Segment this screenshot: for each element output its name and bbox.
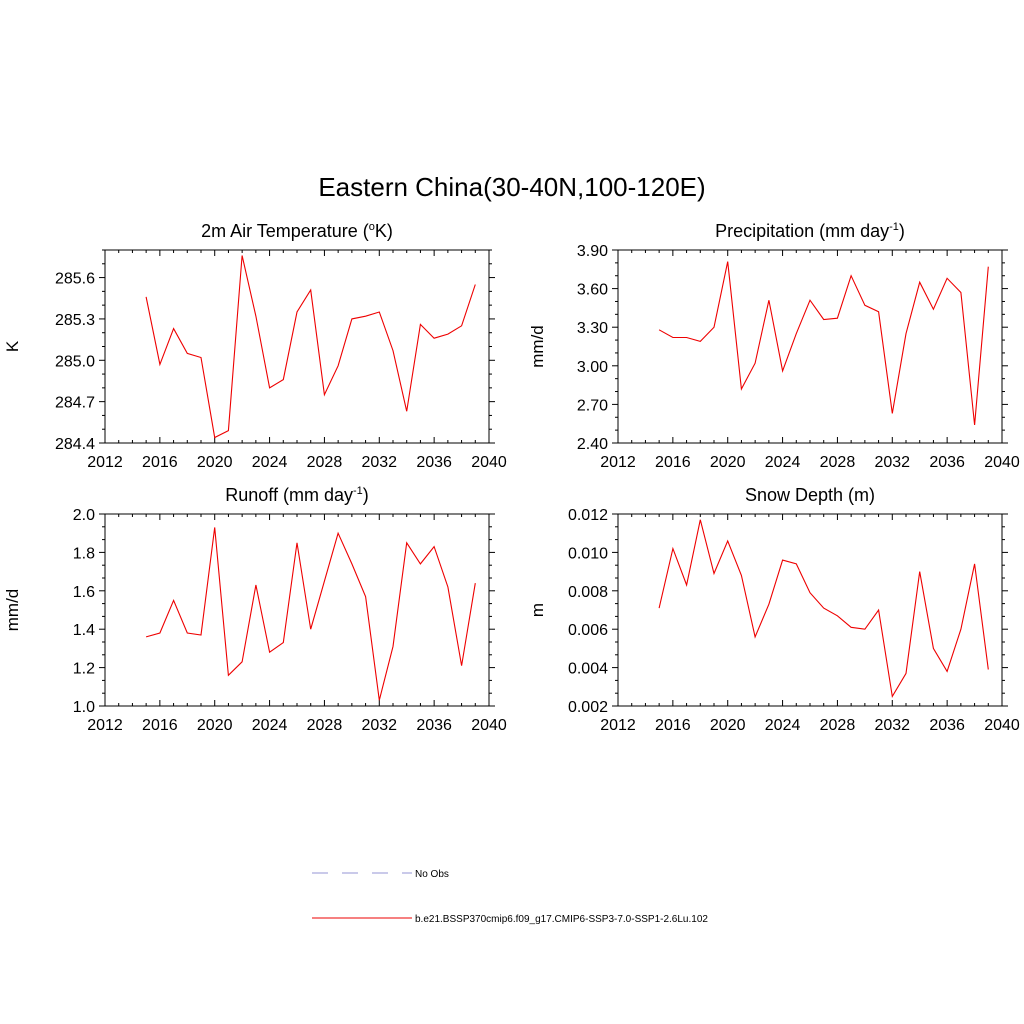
- precipitation-xtick-label: 2032: [874, 454, 910, 471]
- precipitation-xtick-label: 2012: [600, 454, 636, 471]
- precipitation-panel-title: Precipitation (mm day-1): [715, 221, 905, 241]
- snow-depth-series-line: [658, 519, 989, 698]
- air-temperature-ylabel: K: [3, 340, 22, 352]
- snow-depth-xtick-label: 2036: [929, 717, 965, 734]
- runoff-xtick-label: 2032: [361, 717, 397, 734]
- snow-depth-ytick-label: 0.002: [568, 699, 608, 716]
- snow-depth-ytick-label: 0.004: [568, 661, 608, 678]
- runoff-ytick-label: 1.4: [73, 622, 95, 639]
- snow-depth-plot-frame: [617, 513, 1003, 707]
- snow-depth-xtick-label: 2028: [820, 717, 856, 734]
- air-temperature-ytick-label: 285.6: [55, 271, 95, 288]
- air-temperature-xtick-label: 2012: [87, 454, 123, 471]
- runoff-xtick-label: 2040: [471, 717, 507, 734]
- snow-depth-ytick-label: 0.010: [568, 545, 608, 562]
- air-temperature-xtick-label: 2016: [142, 454, 178, 471]
- runoff-xtick-label: 2012: [87, 717, 123, 734]
- precipitation-xtick-label: 2024: [765, 454, 801, 471]
- precipitation-ytick-label: 3.90: [577, 243, 608, 260]
- runoff-ytick-label: 1.8: [73, 545, 95, 562]
- figure-title: Eastern China(30-40N,100-120E): [318, 172, 705, 202]
- runoff-ylabel: mm/d: [3, 589, 22, 632]
- precipitation-ytick-label: 3.30: [577, 320, 608, 337]
- precipitation-ytick-label: 3.00: [577, 359, 608, 376]
- snow-depth-panel-title: Snow Depth (m): [745, 485, 875, 505]
- runoff-ytick-label: 2.0: [73, 507, 95, 524]
- panel-precipitation: 2012 2016 2020 2024 2028 2032 2036 2040 2.40 2.70…: [528, 221, 1020, 471]
- air-temperature-xtick-label: 2024: [252, 454, 288, 471]
- air-temperature-ytick-label: 284.4: [55, 436, 95, 453]
- runoff-series-line: [145, 527, 476, 701]
- runoff-xtick-label: 2016: [142, 717, 178, 734]
- runoff-ytick-label: 1.6: [73, 584, 95, 601]
- snow-depth-xtick-label: 2024: [765, 717, 801, 734]
- legend-label-no-obs: No Obs: [415, 869, 449, 880]
- panel-snow-depth: 2012 2016 2020 2024 2028 2032 2036 2040 0.002 0.0…: [528, 485, 1020, 734]
- legend-label-model-run: b.e21.BSSP370cmip6.f09_g17.CMIP6-SSP3-7.…: [415, 914, 708, 925]
- precipitation-xtick-label: 2020: [710, 454, 746, 471]
- precipitation-ytick-label: 3.60: [577, 282, 608, 299]
- panel-air-temperature: 2012 2016 2020 2024 2028 2032 2036 2040 284.4 284…: [3, 221, 507, 471]
- runoff-xtick-label: 2028: [307, 717, 343, 734]
- snow-depth-xtick-label: 2020: [710, 717, 746, 734]
- runoff-panel-title: Runoff (mm day-1): [225, 485, 369, 505]
- air-temperature-xtick-label: 2020: [197, 454, 233, 471]
- air-temperature-series-line: [145, 255, 476, 439]
- snow-depth-xtick-label: 2016: [655, 717, 691, 734]
- snow-depth-ytick-label: 0.008: [568, 584, 608, 601]
- precipitation-xtick-label: 2040: [984, 454, 1020, 471]
- snow-depth-xtick-label: 2040: [984, 717, 1020, 734]
- runoff-ytick-label: 1.0: [73, 699, 95, 716]
- air-temperature-xtick-label: 2036: [416, 454, 452, 471]
- air-temperature-ytick-label: 285.0: [55, 353, 95, 370]
- precipitation-xtick-label: 2016: [655, 454, 691, 471]
- precipitation-ylabel: mm/d: [528, 325, 547, 368]
- air-temperature-xtick-label: 2032: [361, 454, 397, 471]
- precipitation-ytick-label: 2.70: [577, 397, 608, 414]
- runoff-xtick-label: 2036: [416, 717, 452, 734]
- air-temperature-xtick-label: 2040: [471, 454, 507, 471]
- precipitation-xtick-label: 2028: [820, 454, 856, 471]
- air-temperature-panel-title: 2m Air Temperature (oK): [201, 221, 393, 241]
- precipitation-plot-frame: [617, 249, 1003, 444]
- runoff-xtick-label: 2020: [197, 717, 233, 734]
- snow-depth-ytick-label: 0.012: [568, 507, 608, 524]
- panel-runoff: 2012 2016 2020 2024 2028 2032 2036 2040 1.0 1.2 1.…: [3, 485, 507, 734]
- snow-depth-xtick-label: 2032: [874, 717, 910, 734]
- precipitation-xtick-label: 2036: [929, 454, 965, 471]
- snow-depth-ytick-label: 0.006: [568, 622, 608, 639]
- snow-depth-xtick-label: 2012: [600, 717, 636, 734]
- air-temperature-plot-frame: [104, 249, 490, 444]
- legend: No Obs b.e21.BSSP370cmip6.f09_g17.CMIP6-…: [312, 869, 708, 925]
- air-temperature-ytick-label: 285.3: [55, 312, 95, 329]
- air-temperature-xtick-label: 2028: [307, 454, 343, 471]
- air-temperature-ytick-label: 284.7: [55, 395, 95, 412]
- precipitation-ytick-label: 2.40: [577, 436, 608, 453]
- snow-depth-ylabel: m: [528, 603, 547, 617]
- precipitation-series-line: [658, 261, 989, 426]
- runoff-ytick-label: 1.2: [73, 661, 95, 678]
- runoff-xtick-label: 2024: [252, 717, 288, 734]
